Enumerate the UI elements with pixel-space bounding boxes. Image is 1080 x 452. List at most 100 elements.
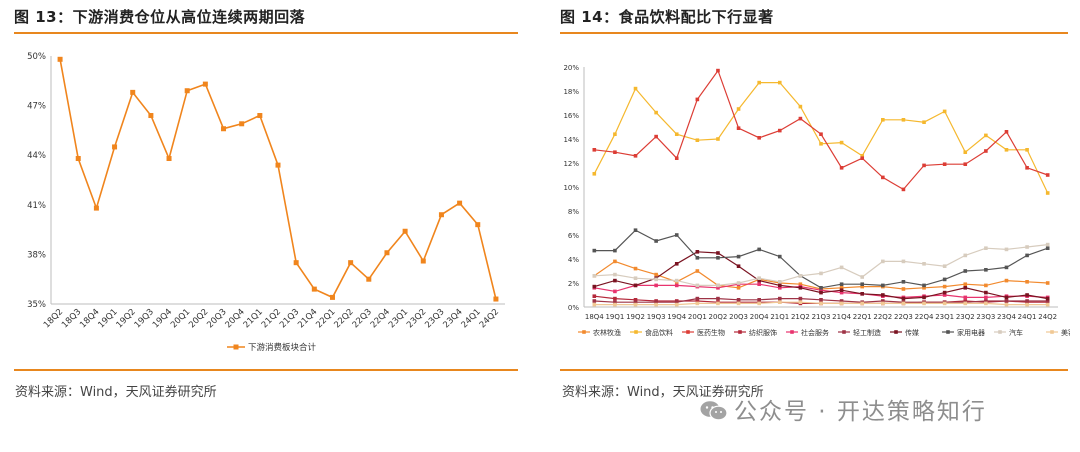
- data-point: [716, 301, 720, 306]
- data-point: [613, 289, 617, 294]
- data-point: [963, 253, 968, 258]
- figure-14-bottom-rule: [560, 369, 1068, 371]
- legend-label: 传媒: [905, 328, 919, 337]
- data-point: [654, 277, 658, 282]
- data-point: [881, 118, 885, 122]
- data-point: [716, 251, 720, 255]
- legend-item: 下游消费板块合计: [227, 342, 317, 353]
- figure-13-chart: 35%38%41%44%47%50%18Q218Q318Q419Q119Q219…: [27, 52, 505, 353]
- data-point: [592, 294, 597, 298]
- data-point: [839, 288, 844, 292]
- x-tick-label: 21Q1: [770, 313, 789, 321]
- x-tick-label: 22Q4: [369, 307, 392, 330]
- legend: 农林牧渔 食品饮料 医药生物 纺织服饰 社会服务 轻工制造 传媒 家用电器 汽车 美容护理: [578, 328, 1070, 337]
- data-point: [984, 295, 988, 300]
- data-point: [311, 286, 317, 292]
- data-point: [1045, 242, 1050, 247]
- data-point: [613, 132, 617, 136]
- x-tick-label: 22Q1: [314, 307, 337, 330]
- data-point: [1025, 166, 1029, 170]
- legend-swatch-marker: [998, 330, 1002, 334]
- legend-label: 美容护理: [1061, 328, 1070, 337]
- data-point: [366, 276, 372, 282]
- y-tick-label: 50%: [27, 52, 46, 62]
- data-point: [881, 259, 885, 264]
- data-point: [184, 88, 190, 94]
- data-point: [922, 295, 926, 300]
- data-point: [777, 300, 782, 304]
- data-point: [901, 296, 906, 301]
- data-point: [757, 282, 761, 286]
- data-point: [633, 300, 638, 304]
- x-tick-label: 19Q4: [667, 313, 686, 321]
- legend-swatch-marker: [686, 330, 690, 334]
- y-tick-label: 6%: [568, 232, 579, 240]
- data-point: [93, 205, 99, 211]
- data-point: [674, 262, 679, 266]
- data-point: [57, 56, 63, 62]
- data-point: [984, 301, 988, 306]
- data-point: [942, 162, 947, 166]
- legend-item: 汽车: [994, 328, 1023, 337]
- data-point: [777, 280, 782, 284]
- x-tick-label: 19Q1: [605, 313, 624, 321]
- data-point: [239, 121, 245, 127]
- data-point: [592, 248, 597, 253]
- x-tick-label: 23Q1: [935, 313, 954, 321]
- x-tick-label: 19Q1: [96, 307, 119, 330]
- y-tick-label: 38%: [27, 250, 46, 260]
- data-point: [736, 254, 741, 259]
- data-point: [798, 282, 803, 286]
- data-point: [798, 116, 803, 121]
- x-tick-label: 19Q2: [626, 313, 645, 321]
- data-point: [674, 300, 679, 304]
- data-point: [839, 166, 844, 170]
- data-point: [777, 128, 782, 133]
- data-point: [695, 256, 700, 260]
- data-point: [736, 301, 741, 306]
- data-point: [166, 156, 172, 162]
- data-point: [695, 97, 700, 102]
- data-point: [881, 175, 885, 180]
- x-tick-label: 23Q1: [387, 307, 410, 330]
- series-line: [594, 244, 1048, 286]
- data-point: [633, 298, 638, 302]
- x-tick-label: 22Q2: [332, 307, 355, 330]
- data-point: [777, 80, 782, 85]
- watermark: 公众号 · 开达策略知行: [700, 392, 987, 426]
- data-point: [819, 301, 823, 306]
- data-point: [348, 260, 354, 266]
- data-point: [942, 284, 947, 289]
- data-point: [922, 163, 926, 168]
- data-point: [798, 296, 803, 301]
- x-tick-label: 18Q4: [78, 307, 101, 330]
- data-point: [674, 156, 679, 160]
- legend-item: 农林牧渔: [578, 328, 621, 337]
- y-tick-label: 2%: [568, 280, 579, 288]
- data-point: [757, 80, 761, 85]
- figure-14-title: 图 14：食品饮料配比下行显著: [560, 8, 774, 26]
- wechat-icon: [700, 401, 728, 421]
- legend-label: 食品饮料: [645, 328, 673, 337]
- series-line: [594, 69, 1048, 191]
- data-point: [716, 283, 720, 288]
- data-point: [736, 298, 741, 302]
- data-point: [613, 296, 617, 301]
- x-tick-label: 20Q1: [169, 307, 192, 330]
- data-point: [716, 296, 720, 301]
- data-point: [901, 187, 906, 192]
- data-point: [860, 275, 865, 279]
- data-point: [963, 282, 968, 286]
- x-tick-label: 21Q3: [812, 313, 831, 321]
- data-point: [716, 256, 720, 260]
- data-point: [984, 283, 988, 288]
- y-tick-label: 18%: [563, 88, 579, 96]
- data-point: [384, 250, 390, 256]
- data-point: [613, 278, 617, 283]
- data-point: [736, 126, 741, 130]
- y-tick-label: 35%: [27, 300, 46, 310]
- data-point: [592, 274, 597, 278]
- data-point: [860, 284, 865, 289]
- data-point: [633, 86, 638, 91]
- data-point: [221, 126, 227, 132]
